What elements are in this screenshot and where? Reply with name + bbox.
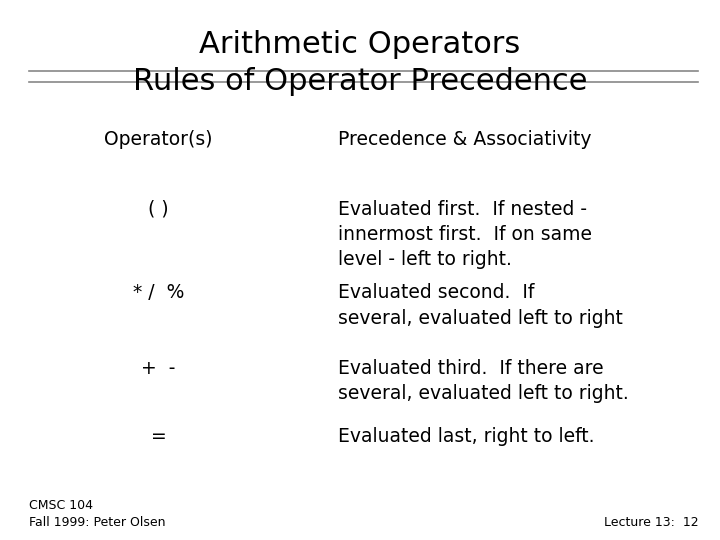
Text: Evaluated last, right to left.: Evaluated last, right to left. bbox=[338, 427, 595, 446]
Text: * /  %: * / % bbox=[132, 284, 184, 302]
Text: CMSC 104
Fall 1999: Peter Olsen: CMSC 104 Fall 1999: Peter Olsen bbox=[29, 499, 166, 529]
Text: ( ): ( ) bbox=[148, 200, 168, 219]
Text: Evaluated second.  If
several, evaluated left to right: Evaluated second. If several, evaluated … bbox=[338, 284, 624, 327]
Text: Precedence & Associativity: Precedence & Associativity bbox=[338, 130, 592, 148]
Text: Arithmetic Operators
Rules of Operator Precedence: Arithmetic Operators Rules of Operator P… bbox=[132, 30, 588, 96]
Text: Operator(s): Operator(s) bbox=[104, 130, 212, 148]
Text: +  -: + - bbox=[141, 359, 176, 378]
Text: =: = bbox=[150, 427, 166, 446]
Text: Lecture 13:  12: Lecture 13: 12 bbox=[604, 516, 698, 529]
Text: Evaluated first.  If nested -
innermost first.  If on same
level - left to right: Evaluated first. If nested - innermost f… bbox=[338, 200, 593, 269]
Text: Evaluated third.  If there are
several, evaluated left to right.: Evaluated third. If there are several, e… bbox=[338, 359, 629, 403]
